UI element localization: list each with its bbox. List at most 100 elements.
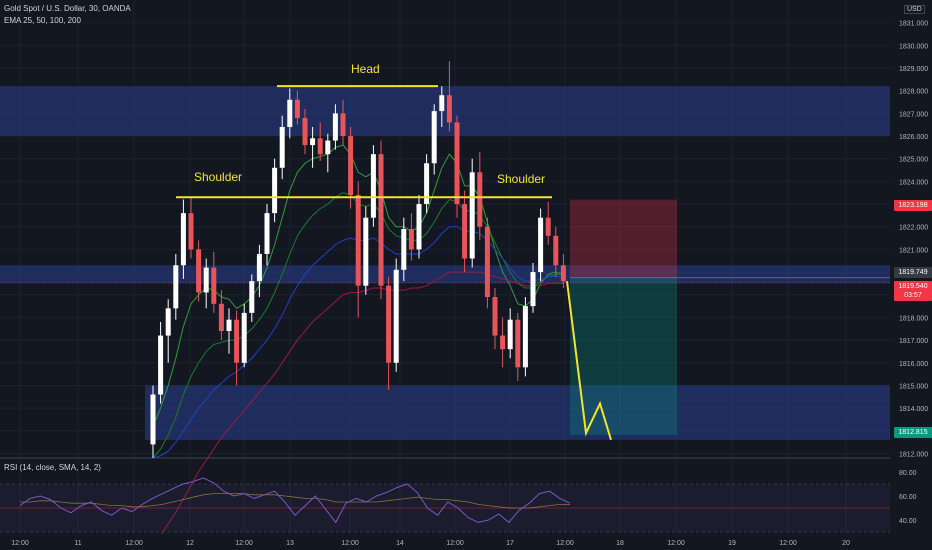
candle-body[interactable] — [332, 113, 338, 141]
candle-body[interactable] — [484, 226, 490, 298]
last-price-tag: 1819.540 — [894, 281, 932, 292]
candle-body[interactable] — [158, 335, 164, 395]
resistance-zone[interactable] — [0, 86, 890, 137]
bar-countdown: 03:57 — [894, 290, 932, 301]
price-tick-label: 1828.000 — [899, 89, 928, 96]
candle-body[interactable] — [454, 122, 460, 205]
candle-body[interactable] — [363, 217, 369, 286]
price-tick-label: 1812.000 — [899, 451, 928, 458]
candle-body[interactable] — [348, 136, 354, 195]
time-axis: 12:00 11 12:00 12 12:00 13 12:00 14 12:00 17 12:00… — [0, 534, 932, 550]
target-price-tag: 1812.815 — [894, 427, 932, 438]
candle-body[interactable] — [378, 154, 384, 286]
time-tick-label: 17 — [506, 540, 514, 547]
rsi-line[interactable] — [19, 477, 571, 524]
price-tick-label: 1822.000 — [899, 225, 928, 232]
candle-body[interactable] — [446, 95, 452, 123]
price-tick-label: 1814.000 — [899, 406, 928, 413]
time-tick-label: 13 — [286, 540, 294, 547]
currency-label[interactable]: USD — [904, 5, 925, 14]
candle-body[interactable] — [180, 213, 186, 266]
candle-body[interactable] — [241, 312, 247, 363]
candle-body[interactable] — [294, 99, 300, 118]
price-tick-label: 1830.000 — [899, 43, 928, 50]
ema-indicator-legend[interactable]: EMA 25, 50, 100, 200 — [4, 16, 81, 25]
candle-body[interactable] — [226, 319, 232, 332]
rsi-ma-line[interactable] — [20, 493, 570, 509]
candle-body[interactable] — [325, 140, 331, 155]
time-tick-label: 20 — [842, 540, 850, 547]
time-tick-label: 11 — [74, 540, 81, 547]
candle-body[interactable] — [469, 172, 475, 259]
rsi-tick-label: 40.00 — [899, 518, 917, 525]
entry-price-tag: 1819.749 — [894, 267, 932, 278]
candle-body[interactable] — [196, 249, 202, 293]
candle-body[interactable] — [279, 126, 285, 168]
candle-body[interactable] — [560, 265, 566, 282]
candle-body[interactable] — [249, 281, 255, 313]
candle-body[interactable] — [431, 111, 437, 164]
rsi-legend[interactable]: RSI (14, close, SMA, 14, 2) — [4, 463, 101, 472]
time-tick-label: 12:00 — [125, 540, 143, 547]
position-target-zone[interactable] — [570, 277, 677, 435]
rsi-tick-label: 80.00 — [899, 470, 917, 477]
time-tick-label: 18 — [616, 540, 624, 547]
candle-body[interactable] — [317, 138, 323, 155]
time-tick-label: 19 — [728, 540, 736, 547]
price-tick-label: 1818.000 — [899, 315, 928, 322]
candle-body[interactable] — [393, 269, 399, 363]
candle-body[interactable] — [522, 306, 528, 368]
support-zone[interactable] — [145, 385, 890, 440]
candle-body[interactable] — [287, 99, 293, 127]
time-tick-label: 12:00 — [11, 540, 29, 547]
candle-body[interactable] — [477, 172, 483, 227]
time-tick-label: 12:00 — [446, 540, 464, 547]
candle-body[interactable] — [507, 319, 513, 350]
candle-body[interactable] — [264, 213, 270, 254]
candle-body[interactable] — [355, 194, 361, 286]
candle-body[interactable] — [370, 154, 376, 218]
rsi-pane: 80.00 60.00 40.00 — [0, 470, 917, 533]
candle-body[interactable] — [553, 235, 559, 266]
candle-body[interactable] — [386, 285, 392, 363]
symbol-title[interactable]: Gold Spot / U.S. Dollar, 30, OANDA — [4, 4, 131, 13]
candle-body[interactable] — [424, 163, 430, 205]
candle-body[interactable] — [188, 213, 194, 250]
candle-body[interactable] — [173, 265, 179, 309]
time-tick-label: 14 — [396, 540, 404, 547]
short-position-tool — [0, 199, 890, 435]
candle-body[interactable] — [538, 217, 544, 273]
time-axis-bg[interactable] — [0, 534, 932, 550]
candle-body[interactable] — [310, 138, 316, 146]
projection-path[interactable] — [566, 281, 612, 441]
candle-body[interactable] — [256, 253, 262, 282]
price-tick-label: 1831.000 — [899, 21, 928, 28]
candle-body[interactable] — [211, 267, 217, 304]
candle-body[interactable] — [515, 319, 521, 368]
candle-body[interactable] — [340, 113, 346, 137]
candle-body[interactable] — [545, 217, 551, 236]
candlesticks — [150, 61, 566, 458]
time-tick-label: 12:00 — [341, 540, 359, 547]
time-tick-label: 12:00 — [235, 540, 253, 547]
candle-body[interactable] — [439, 95, 445, 112]
candle-body[interactable] — [500, 335, 506, 350]
right-shoulder-label: Shoulder — [497, 172, 546, 186]
candle-body[interactable] — [416, 204, 422, 250]
candle-body[interactable] — [408, 229, 414, 250]
candle-body[interactable] — [530, 272, 536, 307]
candle-body[interactable] — [218, 303, 224, 332]
candle-body[interactable] — [165, 308, 171, 336]
candle-body[interactable] — [203, 267, 209, 293]
time-tick-label: 12:00 — [667, 540, 685, 547]
candle-body[interactable] — [462, 204, 468, 259]
price-tick-label: 1815.000 — [899, 383, 928, 390]
position-stop-zone[interactable] — [570, 199, 677, 278]
candle-body[interactable] — [492, 297, 498, 336]
candle-body[interactable] — [401, 229, 407, 270]
candle-body[interactable] — [150, 394, 156, 445]
candle-body[interactable] — [302, 117, 308, 146]
candle-body[interactable] — [234, 319, 240, 363]
candle-body[interactable] — [272, 167, 278, 214]
